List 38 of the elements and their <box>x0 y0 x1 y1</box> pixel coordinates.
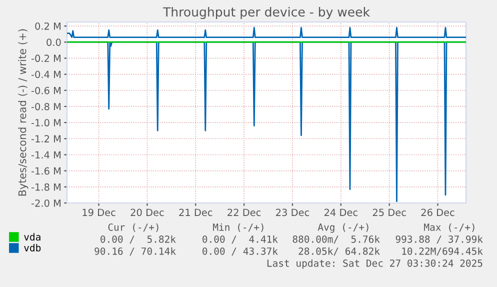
text: Avg (-/+) <box>318 223 368 233</box>
y-tick-label: -0.6 M <box>31 86 60 94</box>
text: 0.00 / 4.41k <box>202 235 278 244</box>
text: 0.00 / 43.37k <box>202 247 278 256</box>
x-tick-label: 24 Dec <box>324 208 358 216</box>
x-tick-label: 20 Dec <box>130 208 164 216</box>
y-tick-label: -0.4 M <box>31 70 60 78</box>
legend-label: vdb <box>24 244 41 252</box>
y-tick-label: -1.2 M <box>31 135 60 142</box>
y-tick-label: -1.0 M <box>31 119 60 126</box>
x-tick-label: 22 Dec <box>228 208 261 216</box>
y-tick-label: -0.2 M <box>31 54 60 62</box>
text: 880.00m/ 5.76k <box>292 235 380 244</box>
text: Min (-/+) <box>213 223 264 232</box>
text: Cur (-/+) <box>108 223 158 232</box>
y-axis-title: Bytes/second read (-) / write (+) <box>18 29 28 196</box>
text: 10.22M/694.45k <box>402 247 483 256</box>
x-tick-label: 26 Dec <box>421 208 454 216</box>
text: 90.16 / 70.14k <box>94 247 176 256</box>
text: Max (-/+) <box>424 223 474 232</box>
y-tick-label: -0.8 M <box>31 102 60 110</box>
text: Last update: Sat Dec 27 03:30:24 2025 <box>267 259 482 269</box>
x-tick-label: 25 Dec <box>372 208 406 216</box>
y-tick-label: -2.0 M <box>31 199 60 207</box>
y-tick-label: -1.6 M <box>31 167 60 175</box>
line-series <box>67 26 466 38</box>
y-tick-label: -1.4 M <box>31 151 60 158</box>
y-tick-label: -1.8 M <box>31 183 60 191</box>
x-tick-label: 23 Dec <box>276 208 310 216</box>
y-tick-label: 0.2 M <box>35 22 60 30</box>
text: 0.00 / 5.82k <box>100 235 176 244</box>
y-tick-label: 0.0 <box>46 38 61 46</box>
text: 28.05k/ 64.82k <box>298 247 380 256</box>
x-tick-label: 21 Dec <box>179 208 212 216</box>
x-tick-label: 19 Dec <box>82 208 116 216</box>
legend-label: vda <box>24 233 40 241</box>
text: 993.88 / 37.99k <box>396 235 483 244</box>
chart-title: Throughput per device - by week <box>162 6 370 20</box>
